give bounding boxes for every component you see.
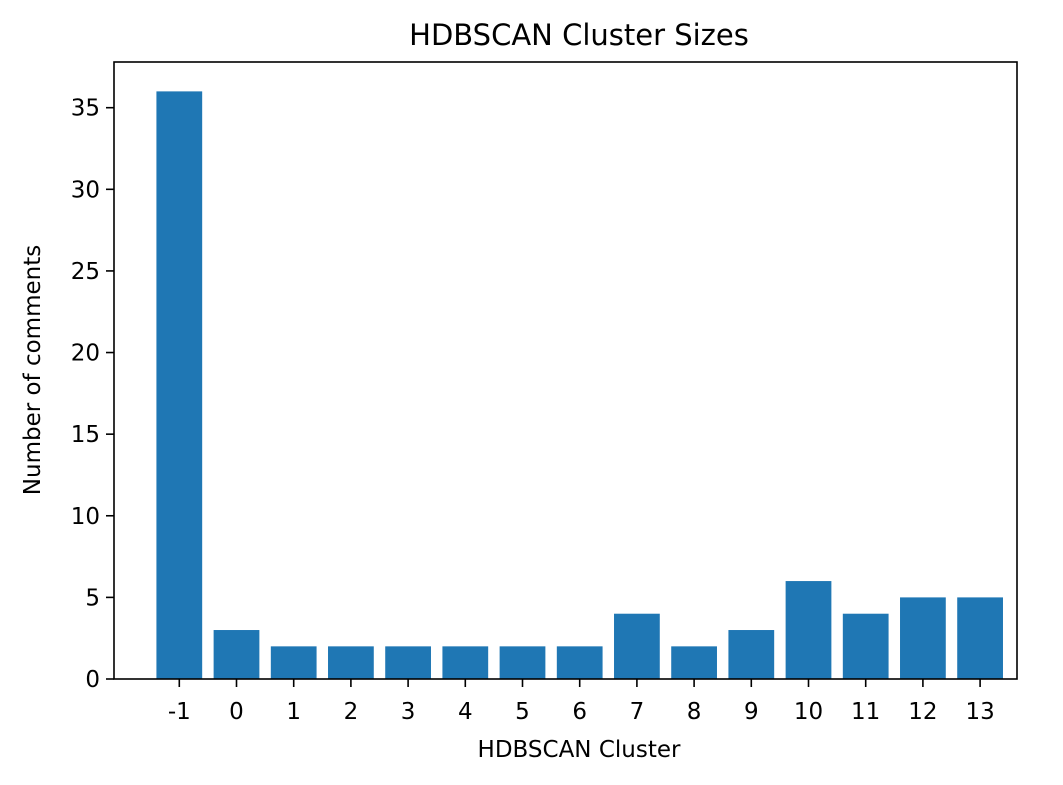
y-axis: 0 5 10 15 20 25 30 35 [71,96,114,693]
bar-cluster--1 [156,91,203,679]
x-tick-label: 4 [458,699,473,725]
bar-cluster-2 [328,646,374,679]
x-tick-label: 5 [515,699,530,725]
x-tick-label: 2 [344,699,359,725]
y-tick-label: 35 [71,96,100,122]
x-tick-label: 9 [744,699,759,725]
bar-cluster-4 [442,646,489,679]
chart-title: HDBSCAN Cluster Sizes [409,18,749,52]
y-tick-label: 20 [71,341,100,367]
bar-cluster-7 [614,613,660,679]
x-tick-label: 12 [908,699,937,725]
x-tick-label: 3 [401,699,416,725]
x-tick-label: 11 [851,699,880,725]
x-tick-label: -1 [168,699,191,725]
bar-cluster-12 [900,597,946,679]
bar-cluster-10 [785,581,832,679]
y-tick-label: 10 [71,504,100,530]
y-tick-label: 0 [85,667,100,693]
y-tick-label: 30 [71,177,100,203]
y-tick-label: 5 [85,585,100,611]
x-axis-label: HDBSCAN Cluster [478,737,681,763]
bar-cluster-8 [671,646,717,679]
x-tick-label: 10 [794,699,823,725]
bar-cluster-3 [385,646,431,679]
x-tick-label: 8 [687,699,702,725]
bar-cluster-13 [957,597,1003,679]
bar-cluster-0 [213,630,260,679]
y-tick-label: 25 [71,259,100,285]
bar-cluster-1 [270,646,317,679]
x-tick-label: 13 [965,699,994,725]
x-tick-label: 0 [229,699,244,725]
bars-group [156,91,1003,679]
plot-frame [113,61,1018,680]
bar-cluster-6 [556,646,603,679]
x-axis: -1 0 1 2 3 4 5 6 7 8 9 10 11 12 13 [168,679,995,725]
x-tick-label: 7 [630,699,645,725]
y-axis-label: Number of comments [20,245,46,495]
bar-cluster-9 [728,630,775,679]
bar-cluster-5 [499,646,546,679]
bar-cluster-11 [842,613,889,679]
y-tick-label: 15 [71,422,100,448]
x-tick-label: 6 [572,699,587,725]
x-tick-label: 1 [286,699,301,725]
